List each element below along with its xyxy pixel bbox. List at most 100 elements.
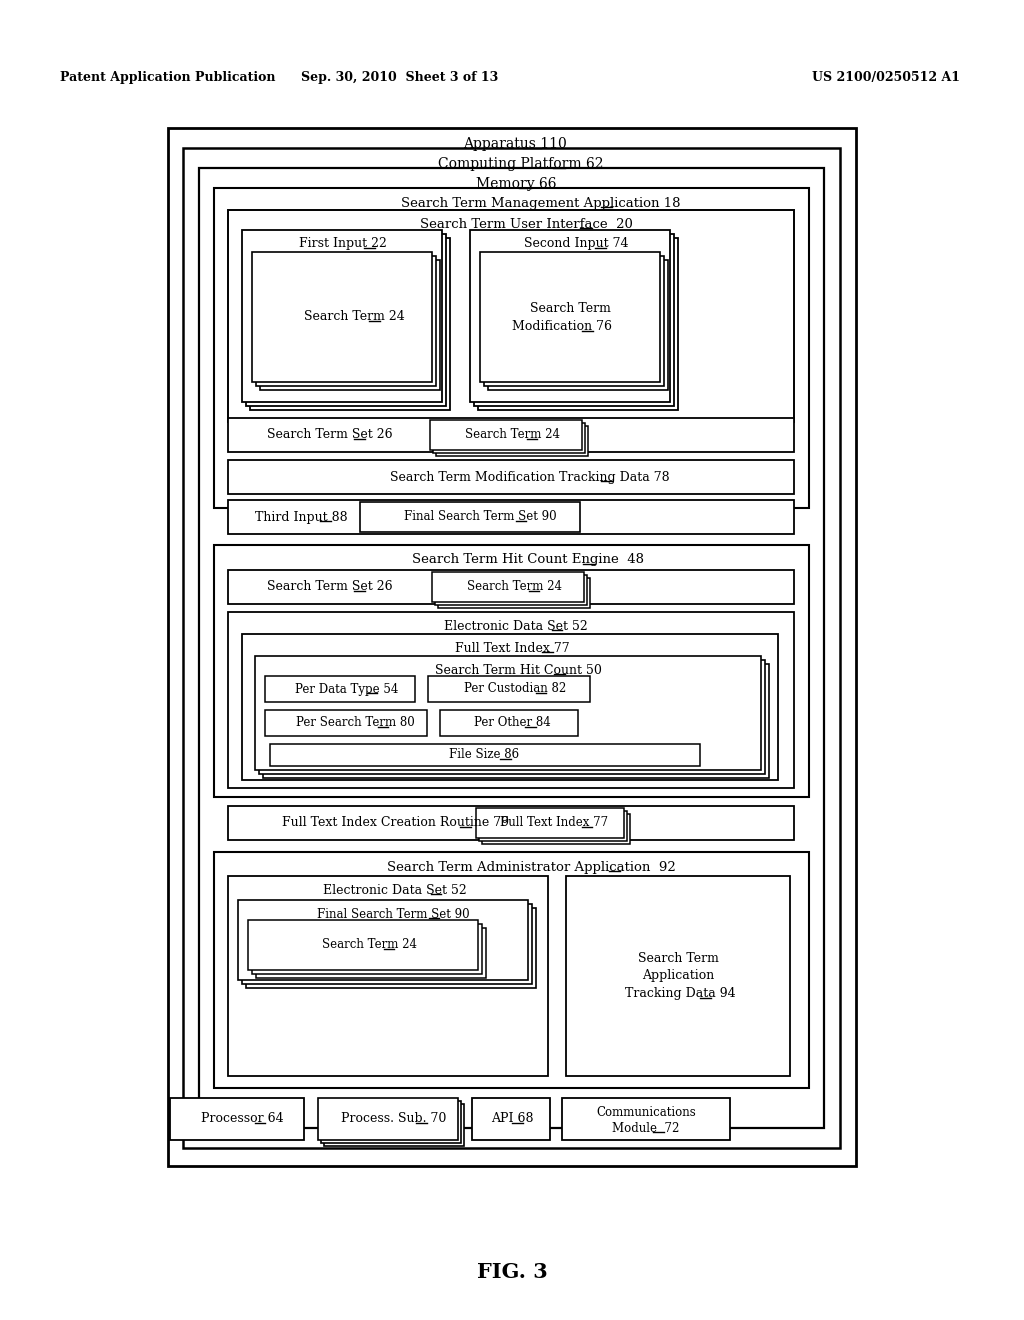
Bar — [183, 148, 840, 1148]
Text: Search Term 24: Search Term 24 — [467, 581, 562, 594]
Bar — [270, 744, 700, 766]
Bar — [214, 545, 809, 797]
Bar — [566, 876, 790, 1076]
Bar — [256, 256, 436, 385]
Bar — [252, 924, 482, 974]
Text: Full Text Index 77: Full Text Index 77 — [500, 817, 608, 829]
Text: Communications: Communications — [596, 1106, 696, 1118]
Bar — [484, 256, 664, 385]
Text: Per Custodian 82: Per Custodian 82 — [464, 682, 566, 696]
Bar — [435, 576, 587, 605]
Text: Final Search Term Set 90: Final Search Term Set 90 — [403, 511, 556, 524]
Bar — [360, 502, 580, 532]
Bar — [256, 928, 486, 978]
Bar — [246, 908, 536, 987]
Bar — [430, 420, 582, 450]
Bar — [476, 808, 624, 838]
Text: First Input 22: First Input 22 — [299, 238, 387, 251]
Bar — [263, 664, 769, 777]
Text: Search Term Hit Count 50: Search Term Hit Count 50 — [435, 664, 602, 676]
Bar — [248, 920, 478, 970]
Bar — [324, 1104, 464, 1146]
Text: Final Search Term Set 90: Final Search Term Set 90 — [316, 908, 469, 920]
Text: Application: Application — [642, 969, 714, 982]
Text: Per Data Type 54: Per Data Type 54 — [295, 682, 398, 696]
Text: Search Term: Search Term — [638, 952, 719, 965]
Bar — [238, 900, 528, 979]
Bar — [562, 1098, 730, 1140]
Bar — [440, 710, 578, 737]
Text: Per Search Term 80: Per Search Term 80 — [296, 717, 415, 730]
Bar — [433, 422, 585, 453]
Bar — [259, 660, 765, 774]
Bar — [265, 710, 427, 737]
Bar — [318, 1098, 458, 1140]
Bar — [479, 810, 627, 841]
Text: Per Other 84: Per Other 84 — [474, 717, 551, 730]
Bar — [252, 252, 432, 381]
Bar — [438, 578, 590, 609]
Bar — [255, 656, 761, 770]
Text: Third Input 88: Third Input 88 — [255, 511, 348, 524]
Text: Search Term Set 26: Search Term Set 26 — [267, 581, 393, 594]
Bar — [265, 676, 415, 702]
Text: Process. Sub. 70: Process. Sub. 70 — [341, 1113, 446, 1126]
Bar — [436, 426, 588, 455]
Bar — [242, 230, 442, 403]
Bar — [170, 1098, 304, 1140]
Text: Search Term 24: Search Term 24 — [465, 429, 560, 441]
Text: Electronic Data Set 52: Electronic Data Set 52 — [323, 883, 466, 896]
Bar — [250, 238, 450, 411]
Bar — [321, 1101, 461, 1143]
Text: API 68: API 68 — [490, 1113, 534, 1126]
Text: Search Term Set 26: Search Term Set 26 — [267, 429, 393, 441]
Text: Search Term Administrator Application  92: Search Term Administrator Application 92 — [387, 861, 676, 874]
Text: File Size 86: File Size 86 — [450, 748, 519, 762]
Bar — [480, 252, 660, 381]
Bar — [478, 238, 678, 411]
Text: Search Term: Search Term — [529, 302, 610, 315]
Text: Module  72: Module 72 — [612, 1122, 680, 1134]
Bar — [228, 807, 794, 840]
Text: US 2100/0250512 A1: US 2100/0250512 A1 — [812, 71, 961, 84]
Bar — [472, 1098, 550, 1140]
Text: Search Term 24: Search Term 24 — [304, 310, 404, 323]
Text: Memory 66: Memory 66 — [476, 177, 557, 191]
Text: Electronic Data Set 52: Electronic Data Set 52 — [443, 619, 588, 632]
Text: FIG. 3: FIG. 3 — [476, 1262, 548, 1282]
Text: Search Term Hit Count Engine  48: Search Term Hit Count Engine 48 — [413, 553, 644, 566]
Bar — [260, 260, 440, 389]
Text: Search Term Management Application 18: Search Term Management Application 18 — [401, 197, 681, 210]
Text: Tracking Data 94: Tracking Data 94 — [625, 987, 735, 1001]
Bar — [246, 234, 446, 407]
Bar — [228, 876, 548, 1076]
Text: Apparatus 110: Apparatus 110 — [463, 137, 566, 150]
Bar — [470, 230, 670, 403]
Text: Patent Application Publication: Patent Application Publication — [60, 71, 275, 84]
Bar — [214, 187, 809, 508]
Bar — [432, 572, 584, 602]
Bar — [428, 676, 590, 702]
Bar — [199, 168, 824, 1129]
Bar — [242, 904, 532, 983]
Bar — [228, 500, 794, 535]
Bar — [242, 634, 778, 780]
Bar — [228, 210, 794, 422]
Text: Search Term Modification Tracking Data 78: Search Term Modification Tracking Data 7… — [390, 470, 670, 483]
Text: Sep. 30, 2010  Sheet 3 of 13: Sep. 30, 2010 Sheet 3 of 13 — [301, 71, 499, 84]
Bar — [214, 851, 809, 1088]
Text: Search Term User Interface  20: Search Term User Interface 20 — [421, 218, 634, 231]
Text: Full Text Index Creation Routine 79: Full Text Index Creation Routine 79 — [282, 817, 509, 829]
Text: Second Input 74: Second Input 74 — [524, 238, 629, 251]
Bar — [228, 570, 794, 605]
Bar — [482, 814, 630, 843]
Text: Search Term 24: Search Term 24 — [323, 939, 418, 952]
Bar — [228, 418, 794, 451]
Bar — [228, 612, 794, 788]
Text: Computing Platform 62: Computing Platform 62 — [438, 157, 604, 172]
Bar — [168, 128, 856, 1166]
Text: Processor 64: Processor 64 — [201, 1113, 284, 1126]
Bar — [474, 234, 674, 407]
Text: Modification 76: Modification 76 — [512, 321, 611, 334]
Bar — [228, 459, 794, 494]
